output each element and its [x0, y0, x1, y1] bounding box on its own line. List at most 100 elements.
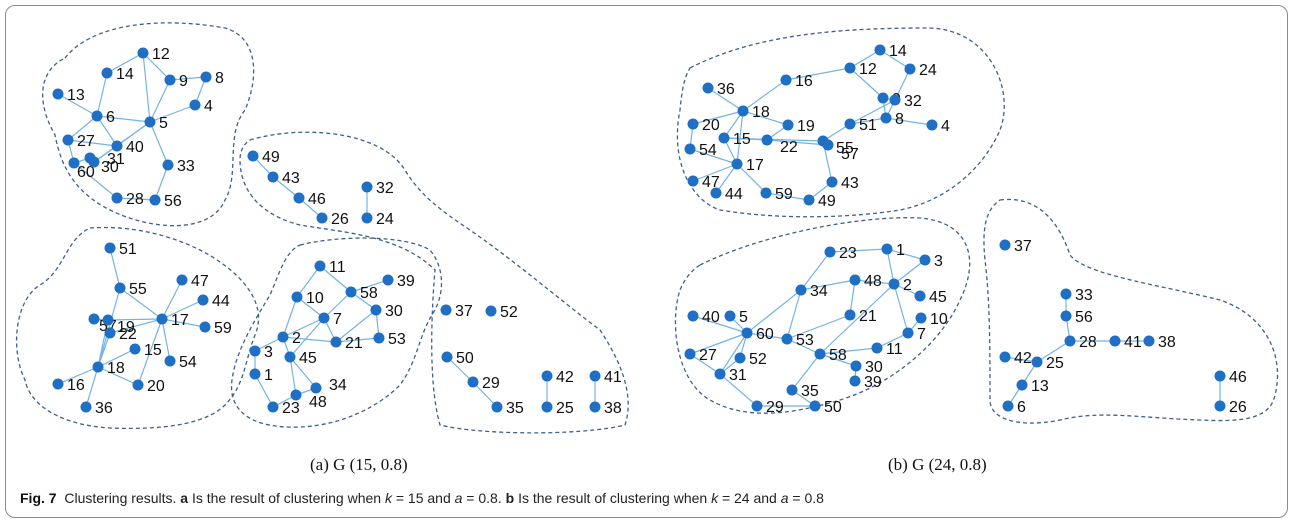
- node-label-b49: 49: [818, 193, 836, 210]
- caption-lead: Clustering results.: [64, 490, 177, 506]
- node-b45: [914, 290, 926, 302]
- node-a20: [132, 379, 144, 391]
- edge-b60-b53: [746, 332, 788, 340]
- node-a6: [91, 110, 103, 122]
- node-label-a47: 47: [191, 273, 209, 290]
- node-b53: [781, 333, 793, 345]
- node-b36: [702, 82, 714, 94]
- node-label-b25: 25: [1046, 355, 1064, 372]
- cluster-boundary-a4: [230, 237, 443, 428]
- edge-a9-a5: [149, 79, 171, 123]
- node-b15: [718, 132, 730, 144]
- edge-a1-a23: [254, 373, 274, 408]
- edge-b17-b47: [692, 163, 738, 182]
- node-label-a36: 36: [95, 400, 113, 417]
- node-label-b45: 45: [929, 289, 947, 306]
- node-a31: [88, 156, 100, 168]
- node-label-b20: 20: [702, 117, 720, 134]
- node-a58: [345, 286, 357, 298]
- node-label-a56: 56: [164, 193, 182, 210]
- node-label-b15: 15: [733, 131, 751, 148]
- node-a23: [267, 401, 279, 413]
- edges-layer: [57, 49, 1221, 408]
- edge-b21-b53: [786, 314, 851, 340]
- node-a32: [361, 181, 373, 193]
- edge-a43-a46: [272, 176, 300, 199]
- node-label-b35: 35: [801, 383, 819, 400]
- node-label-b58: 58: [829, 347, 847, 364]
- edge-b3-b2: [893, 259, 926, 285]
- node-a46: [293, 192, 305, 204]
- node-label-b3: 3: [934, 253, 943, 270]
- node-b5: [724, 310, 736, 322]
- node-label-b22: 22: [780, 139, 798, 156]
- node-label-b57: 57: [841, 146, 859, 163]
- node-b51: [844, 118, 856, 130]
- node-a48: [290, 389, 302, 401]
- caption-b-aval: = 0.8: [788, 490, 824, 506]
- node-label-a41: 41: [604, 369, 622, 386]
- node-a7: [318, 312, 330, 324]
- cluster-boundary-b3: [983, 198, 1279, 424]
- node-label-a31: 31: [107, 151, 125, 168]
- node-label-b1: 1: [896, 242, 905, 259]
- node-label-b5: 5: [739, 309, 748, 326]
- node-b23: [824, 246, 836, 258]
- node-label-b27: 27: [699, 347, 717, 364]
- edge-a18-a20: [97, 366, 139, 386]
- node-label-a32: 32: [376, 180, 394, 197]
- node-a33: [162, 159, 174, 171]
- edge-b48-b2: [854, 279, 895, 285]
- edge-b31-b29: [719, 373, 758, 407]
- edge-a17-a19: [107, 318, 163, 321]
- edge-b1-b2: [886, 248, 895, 285]
- edge-a45-a48: [289, 356, 297, 396]
- node-b52: [734, 352, 746, 364]
- node-a22: [104, 327, 116, 339]
- node-label-b11: 11: [886, 341, 903, 358]
- node-a42: [541, 370, 553, 382]
- node-b12: [844, 62, 856, 74]
- node-a4: [189, 99, 201, 111]
- node-label-b17: 17: [746, 157, 764, 174]
- edge-a18-a36: [85, 366, 99, 408]
- node-label-a34: 34: [329, 377, 347, 394]
- edge-b11-b58: [819, 347, 878, 355]
- node-label-b48: 48: [864, 273, 882, 290]
- edge-b18-b17: [736, 110, 744, 165]
- node-b42: [999, 351, 1011, 363]
- node-b14: [874, 44, 886, 56]
- edge-a58-a7: [323, 291, 352, 319]
- node-b13: [1016, 379, 1028, 391]
- node-label-a45: 45: [299, 350, 317, 367]
- node-a53: [373, 332, 385, 344]
- node-b26: [1214, 400, 1226, 412]
- node-label-b6: 6: [1017, 399, 1026, 416]
- node-a12: [137, 47, 149, 59]
- node-a56: [149, 194, 161, 206]
- edge-b58-b35: [791, 353, 821, 391]
- edge-a13-a6: [57, 93, 98, 117]
- caption-b-kval: = 24 and: [718, 490, 781, 506]
- edge-a17-a22: [109, 318, 163, 334]
- edge-b58-b30: [819, 353, 857, 367]
- node-b3: [919, 254, 931, 266]
- caption-a-k: k: [384, 490, 392, 506]
- edge-b16-b12: [785, 67, 851, 81]
- edge-a10-a2: [282, 296, 298, 338]
- edge-a17-a59: [161, 318, 206, 328]
- caption-fig-label: Fig. 7: [20, 490, 57, 506]
- node-label-a21: 21: [345, 335, 363, 352]
- node-label-b32: 32: [904, 93, 922, 110]
- edge-a18-a15: [97, 348, 136, 368]
- node-a18: [92, 361, 104, 373]
- node-a14: [101, 67, 113, 79]
- edge-a58-a39: [350, 279, 389, 293]
- node-a39: [382, 274, 394, 286]
- node-label-a16: 16: [67, 377, 85, 394]
- edge-b34-b48: [800, 279, 856, 291]
- node-b19: [782, 119, 794, 131]
- node-a60: [68, 157, 80, 169]
- node-label-b42: 42: [1014, 350, 1032, 367]
- node-b31: [714, 368, 726, 380]
